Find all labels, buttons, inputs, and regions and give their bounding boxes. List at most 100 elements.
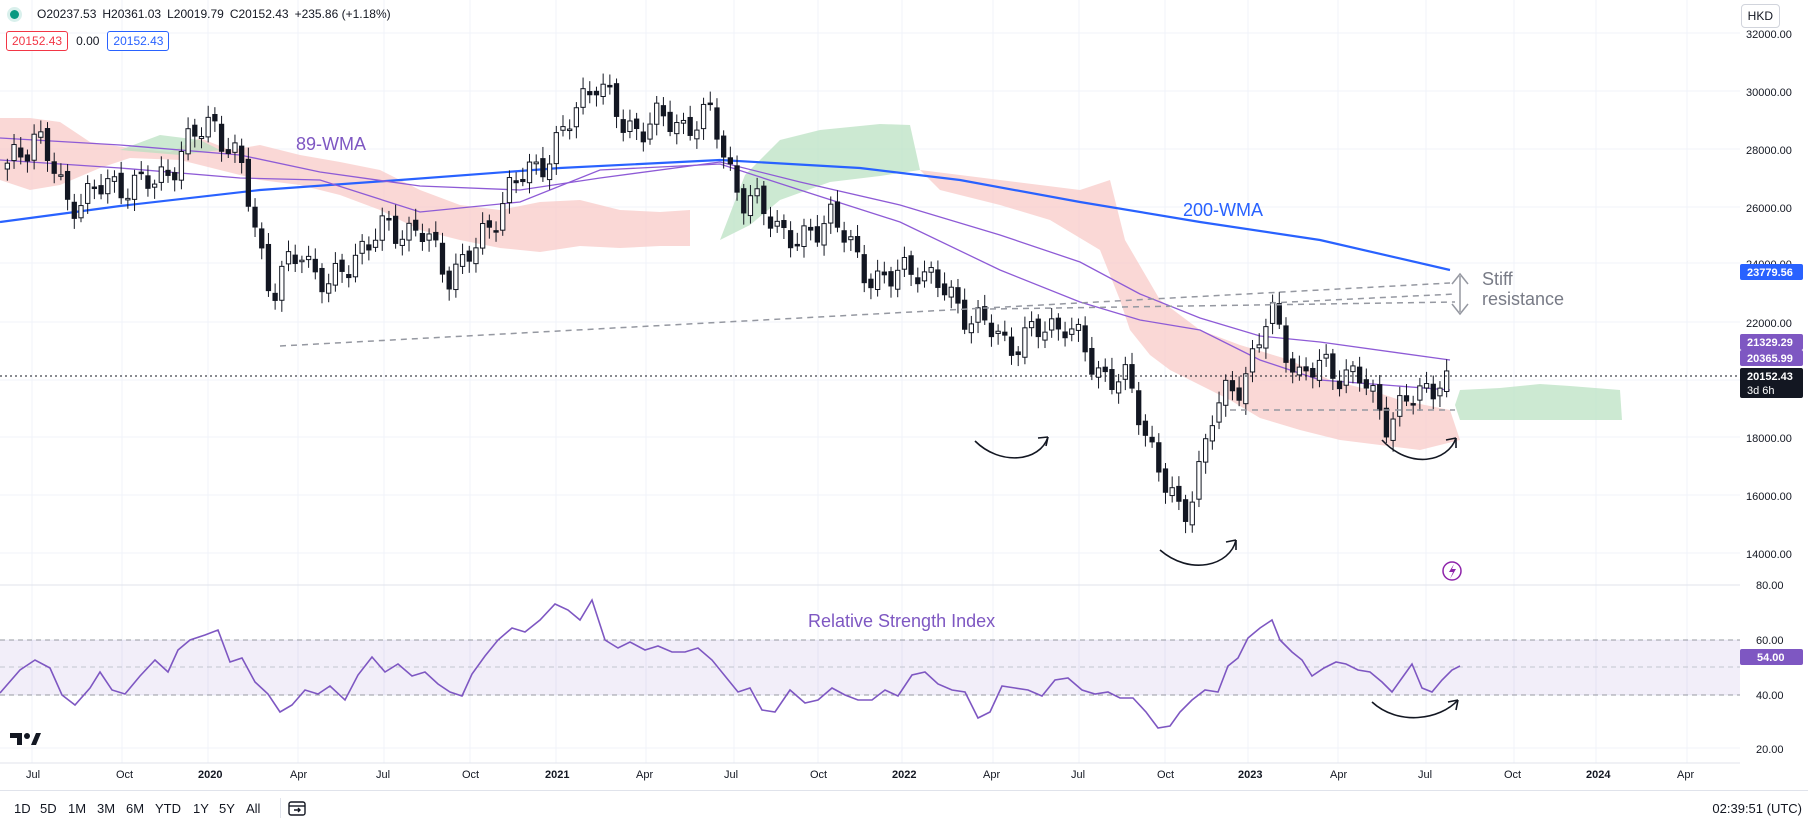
wma89-price-label: 20365.99	[1747, 353, 1793, 365]
candle-down	[721, 135, 727, 158]
time-tick: 2020	[198, 769, 222, 781]
candle-down	[1089, 347, 1095, 375]
candle-down	[259, 228, 265, 249]
candle-up	[553, 132, 559, 165]
candle-down	[1356, 366, 1363, 384]
candle-up	[480, 223, 486, 249]
go-to-date-icon[interactable]	[286, 797, 308, 819]
candle-down	[64, 170, 71, 200]
timeframe-all[interactable]: All	[246, 801, 261, 816]
candle-up	[921, 271, 928, 282]
candle-up	[948, 286, 954, 298]
candle-down	[734, 165, 740, 193]
candle-down	[319, 267, 325, 293]
candle-down	[145, 175, 151, 189]
time-tick: Apr	[1330, 769, 1347, 781]
candle-down	[192, 124, 198, 137]
price-tick: 16000.00	[1746, 491, 1792, 503]
candle-down	[808, 226, 814, 231]
candle-down	[1176, 485, 1182, 502]
candle-up	[580, 88, 586, 108]
timeframe-5y[interactable]: 5Y	[219, 801, 235, 816]
candle-up	[680, 119, 687, 124]
price-axis[interactable]: 32000.00 30000.00 28000.00 26000.00 2400…	[1746, 29, 1792, 756]
candle-down	[98, 185, 104, 195]
candle-up	[178, 150, 185, 181]
candle-up	[1444, 370, 1450, 392]
open-value: O20237.53	[37, 7, 97, 21]
candle-down	[1035, 318, 1041, 338]
price-chart[interactable]: 89-WMA 200-WMA Stiff resistance Relative…	[0, 0, 1808, 790]
wma89-label: 89-WMA	[296, 134, 366, 154]
timeframe-1d[interactable]: 1D	[14, 801, 31, 816]
candle-down	[861, 254, 867, 284]
candle-up	[158, 166, 164, 183]
candle-up	[747, 195, 754, 217]
rsi-line	[0, 598, 1461, 729]
candle-up	[1249, 348, 1256, 373]
candle-down	[767, 216, 774, 229]
candle-up	[1243, 373, 1249, 405]
candle-down	[1055, 317, 1062, 330]
candle-up	[848, 236, 854, 241]
candle-down	[366, 244, 372, 251]
candle-up	[1049, 318, 1055, 331]
market-status-icon	[10, 9, 19, 19]
utc-clock[interactable]: 02:39:51 (UTC)	[1712, 801, 1802, 816]
candle-up	[1122, 364, 1128, 380]
candle-up	[600, 83, 606, 98]
candle-up	[459, 254, 466, 267]
candle-down	[165, 169, 171, 176]
time-axis[interactable]: Jul Oct 2020 Apr Jul Oct 2021 Apr Jul Oc…	[0, 762, 1740, 781]
candle-down	[1156, 442, 1162, 473]
timeframe-1m[interactable]: 1M	[68, 801, 87, 816]
candle-down	[962, 299, 968, 330]
price-tick: 14000.00	[1746, 549, 1792, 561]
candle-up	[11, 144, 17, 162]
timeframe-6m[interactable]: 6M	[126, 801, 145, 816]
rsi-tick: 80.00	[1756, 580, 1784, 592]
candle-down	[386, 217, 392, 221]
ask-price[interactable]: 20152.43	[107, 31, 170, 51]
candle-down	[1336, 380, 1343, 390]
candle-down	[787, 230, 794, 249]
time-tick: 2021	[545, 769, 569, 781]
candle-down	[1162, 468, 1169, 493]
candle-up	[372, 239, 379, 248]
candle-up	[654, 102, 660, 125]
time-tick: 2023	[1238, 769, 1262, 781]
candle-down	[1236, 387, 1242, 401]
timeframe-3m[interactable]: 3M	[97, 801, 116, 816]
bid-price[interactable]: 20152.43	[6, 31, 69, 51]
ichimoku-baseline	[0, 159, 1451, 391]
candle-down	[941, 283, 948, 296]
candle-down	[392, 215, 399, 244]
candle-up	[801, 225, 807, 248]
timeframe-ytd[interactable]: YTD	[155, 801, 181, 816]
tradingview-logo-icon	[10, 733, 41, 745]
candle-down	[1383, 407, 1390, 438]
lightning-icon[interactable]	[1442, 561, 1462, 581]
ohlc-legend: O20237.53 H20361.03 L20019.79 C20152.43 …	[10, 7, 391, 21]
timeframe-5d[interactable]: 5D	[40, 801, 57, 816]
candle-up	[560, 126, 566, 131]
candle-up	[78, 205, 84, 219]
candle-down	[1330, 353, 1336, 379]
candle-up	[406, 222, 412, 241]
timeframe-1y[interactable]: 1Y	[193, 801, 209, 816]
time-tick: Oct	[1157, 769, 1174, 781]
candle-down	[1136, 390, 1142, 426]
candle-up	[526, 161, 533, 184]
candle-down	[1008, 336, 1015, 356]
candle-up	[828, 203, 834, 224]
currency-label[interactable]: HKD	[1740, 4, 1780, 28]
time-tick: 2024	[1586, 769, 1611, 781]
candle-down	[1149, 436, 1155, 443]
resistance-label-line2: resistance	[1482, 289, 1564, 309]
candle-down	[714, 107, 720, 140]
candle-up	[1216, 402, 1222, 423]
candle-up	[352, 254, 359, 278]
candle-up	[1316, 359, 1323, 381]
candle-down	[1403, 395, 1410, 402]
reversal-arrows	[974, 436, 1459, 719]
